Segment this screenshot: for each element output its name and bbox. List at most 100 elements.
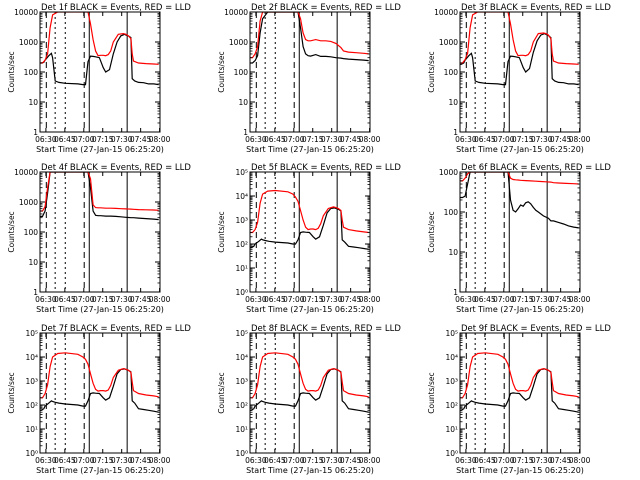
axes-frame — [249, 11, 371, 133]
y-tick-label: 1 — [453, 128, 458, 137]
plot-area — [250, 189, 369, 250]
series-line-lld — [40, 352, 159, 399]
x-tick-label: 07:15 — [302, 456, 324, 465]
y-tick-label: 1000 — [229, 38, 248, 47]
y-tick-label: 1000 — [19, 198, 38, 207]
series-line-events — [250, 12, 369, 64]
y-tick-label: 10¹ — [235, 425, 248, 434]
x-tick-label: 07:00 — [493, 456, 515, 465]
series-line-events — [460, 32, 579, 86]
axes-frame — [459, 11, 581, 133]
y-tick-label: 10³ — [235, 377, 248, 386]
x-tick-label: 07:15 — [92, 295, 114, 304]
y-tick-label: 10³ — [25, 377, 38, 386]
panel-8: 10⁰10¹10²10³10⁴10⁵06:3006:4507:0007:1507… — [217, 324, 401, 475]
axes-frame — [459, 332, 581, 454]
y-tick-label: 10² — [445, 401, 458, 410]
x-tick-label: 06:45 — [54, 135, 76, 144]
x-tick-label: 07:30 — [321, 456, 343, 465]
x-tick-label: 07:30 — [111, 295, 133, 304]
series-line-lld — [250, 189, 369, 234]
x-tick-label: 07:30 — [531, 295, 553, 304]
x-tick-label: 07:45 — [550, 135, 572, 144]
y-axis-label: Counts/sec — [217, 51, 226, 92]
axes-frame — [39, 332, 161, 454]
y-tick-label: 10⁰ — [25, 449, 38, 458]
x-tick-label: 08:00 — [359, 456, 381, 465]
x-tick-label: 07:00 — [283, 295, 305, 304]
y-tick-label: 1000 — [19, 38, 38, 47]
axes-frame — [249, 332, 371, 454]
x-tick-label: 06:30 — [35, 295, 57, 304]
y-tick-label: 1000 — [439, 38, 458, 47]
y-axis-label: Counts/sec — [217, 372, 226, 413]
y-tick-label: 10000 — [14, 8, 38, 17]
series-line-lld — [250, 352, 369, 399]
y-tick-label: 10 — [28, 98, 38, 107]
x-axis-label: Start Time (27-Jan-15 06:25:20) — [456, 145, 584, 154]
x-tick-label: 07:30 — [111, 456, 133, 465]
y-tick-label: 10³ — [445, 377, 458, 386]
x-tick-label: 07:15 — [512, 135, 534, 144]
x-tick-label: 08:00 — [149, 135, 171, 144]
y-tick-label: 10² — [235, 401, 248, 410]
y-tick-label: 10 — [448, 98, 458, 107]
x-tick-label: 08:00 — [359, 135, 381, 144]
plot-area — [460, 352, 579, 413]
y-tick-label: 10000 — [224, 8, 248, 17]
x-tick-label: 07:15 — [302, 295, 324, 304]
x-tick-label: 08:00 — [569, 456, 591, 465]
x-tick-label: 06:30 — [245, 135, 267, 144]
x-tick-label: 07:45 — [130, 456, 152, 465]
x-tick-label: 08:00 — [149, 295, 171, 304]
y-tick-label: 10⁵ — [235, 168, 248, 177]
x-axis-label: Start Time (27-Jan-15 06:25:20) — [456, 466, 584, 475]
x-axis-label: Start Time (27-Jan-15 06:25:20) — [456, 305, 584, 314]
x-tick-label: 07:15 — [92, 135, 114, 144]
series-line-events — [250, 207, 369, 250]
y-tick-label: 10⁴ — [235, 353, 248, 362]
plot-area — [40, 12, 159, 86]
x-tick-label: 07:45 — [130, 295, 152, 304]
series-line-events — [40, 368, 159, 413]
panel-4: 1 10 100 1000 10000 06:3006:4507:0007:1507:30… — [7, 163, 191, 314]
y-tick-label: 10² — [235, 240, 248, 249]
y-tick-label: 1 — [33, 288, 38, 297]
x-axis-label: Start Time (27-Jan-15 06:25:20) — [36, 466, 164, 475]
axes-frame — [459, 171, 581, 293]
x-axis-label: Start Time (27-Jan-15 06:25:20) — [36, 305, 164, 314]
panel-9: 10⁰10¹10²10³10⁴10⁵06:3006:4507:0007:1507… — [427, 324, 611, 475]
x-axis-label: Start Time (27-Jan-15 06:25:20) — [246, 305, 374, 314]
plot-area — [250, 352, 369, 413]
x-tick-label: 07:30 — [531, 135, 553, 144]
x-tick-label: 08:00 — [149, 456, 171, 465]
series-line-events — [460, 368, 579, 413]
panel-title: Det 9f BLACK = Events, RED = LLD — [461, 324, 611, 334]
y-tick-label: 10⁵ — [235, 329, 248, 338]
x-tick-label: 07:45 — [340, 135, 362, 144]
x-tick-label: 07:00 — [73, 456, 95, 465]
series-line-lld — [460, 352, 579, 399]
x-tick-label: 07:15 — [512, 295, 534, 304]
panel-title: Det 6f BLACK = Events, RED = LLD — [461, 163, 611, 173]
y-tick-label: 10⁴ — [445, 353, 458, 362]
x-tick-label: 06:45 — [264, 456, 286, 465]
x-axis-label: Start Time (27-Jan-15 06:25:20) — [246, 466, 374, 475]
x-tick-label: 07:45 — [340, 295, 362, 304]
axes-frame — [39, 11, 161, 133]
x-tick-label: 06:30 — [35, 135, 57, 144]
x-tick-label: 07:15 — [512, 456, 534, 465]
y-tick-label: 10⁰ — [235, 449, 248, 458]
axes-frame — [249, 171, 371, 293]
series-line-lld — [250, 12, 369, 59]
panel-title: Det 7f BLACK = Events, RED = LLD — [41, 324, 191, 334]
y-tick-label: 10¹ — [445, 425, 458, 434]
x-tick-label: 07:45 — [550, 456, 572, 465]
y-tick-label: 1 — [243, 128, 248, 137]
panel-title: Det 1f BLACK = Events, RED = LLD — [41, 3, 191, 13]
y-tick-label: 100 — [24, 68, 39, 77]
panel-3: 1 10 100 1000 10000 06:3006:4507:0007:1507:30… — [427, 3, 611, 154]
x-tick-label: 07:00 — [493, 135, 515, 144]
x-tick-label: 06:30 — [455, 456, 477, 465]
